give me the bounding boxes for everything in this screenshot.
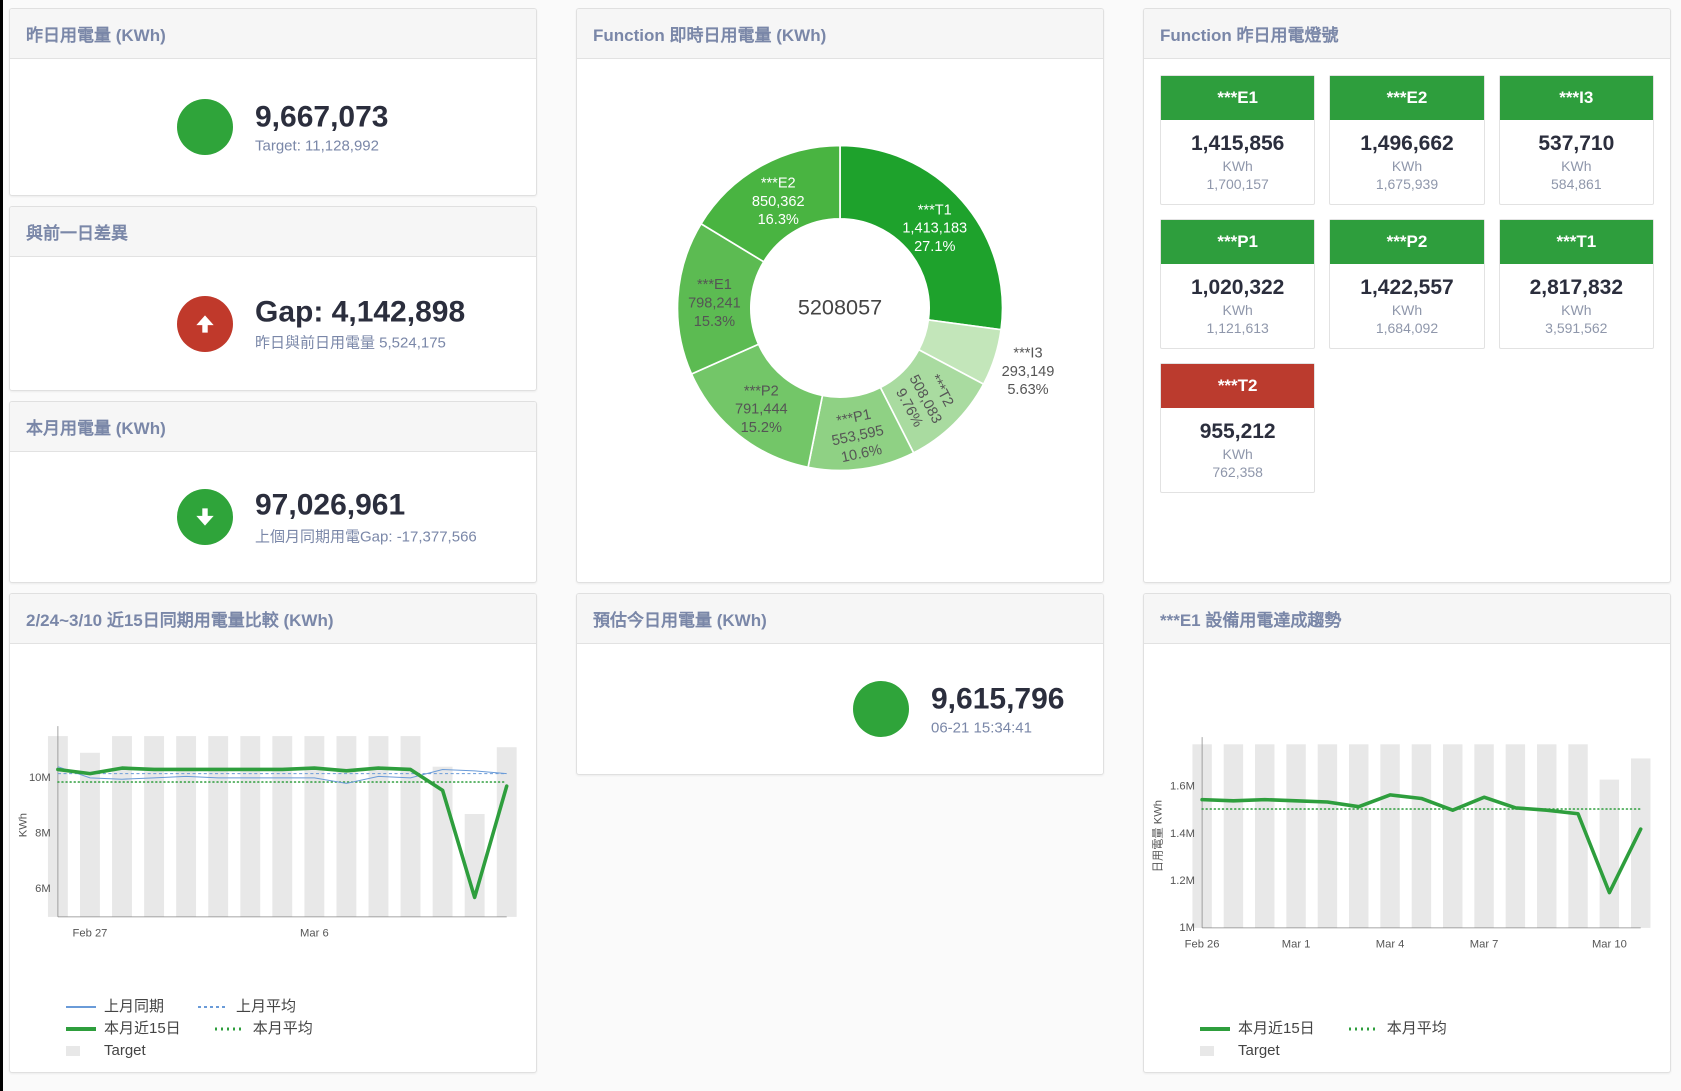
svg-text:15.2%: 15.2% — [741, 420, 782, 436]
svg-text:***E2: ***E2 — [761, 176, 796, 192]
svg-text:1.4M: 1.4M — [1170, 828, 1195, 840]
svg-text:KWh: KWh — [17, 813, 29, 837]
svg-text:Mar 4: Mar 4 — [1376, 938, 1405, 950]
svg-text:***E1: ***E1 — [697, 277, 732, 293]
svg-text:15.3%: 15.3% — [694, 314, 735, 330]
svg-text:***I3: ***I3 — [1013, 346, 1042, 362]
svg-text:27.1%: 27.1% — [914, 239, 955, 255]
svg-text:Feb 27: Feb 27 — [73, 927, 108, 939]
svg-text:日用電量 KWh: 日用電量 KWh — [1151, 800, 1164, 872]
svg-text:1.6M: 1.6M — [1170, 781, 1195, 793]
svg-text:5.63%: 5.63% — [1007, 382, 1048, 398]
svg-text:1.2M: 1.2M — [1170, 875, 1195, 887]
svg-text:1M: 1M — [1179, 922, 1195, 934]
svg-text:***T1: ***T1 — [918, 202, 952, 218]
svg-text:293,149: 293,149 — [1002, 364, 1055, 380]
svg-text:798,241: 798,241 — [688, 296, 741, 312]
svg-text:16.3%: 16.3% — [758, 212, 799, 228]
svg-text:5208057: 5208057 — [798, 295, 882, 320]
svg-text:***P2: ***P2 — [744, 383, 779, 399]
svg-text:Mar 7: Mar 7 — [1470, 938, 1499, 950]
svg-text:Feb 26: Feb 26 — [1185, 938, 1220, 950]
svg-text:Mar 10: Mar 10 — [1592, 938, 1627, 950]
svg-text:10M: 10M — [29, 772, 51, 784]
svg-text:850,362: 850,362 — [752, 194, 805, 210]
svg-text:791,444: 791,444 — [735, 402, 788, 418]
svg-text:6M: 6M — [35, 883, 51, 895]
svg-text:Mar 6: Mar 6 — [300, 927, 329, 939]
svg-text:1,413,183: 1,413,183 — [902, 221, 967, 237]
svg-text:Mar 1: Mar 1 — [1282, 938, 1311, 950]
svg-text:8M: 8M — [35, 828, 51, 840]
